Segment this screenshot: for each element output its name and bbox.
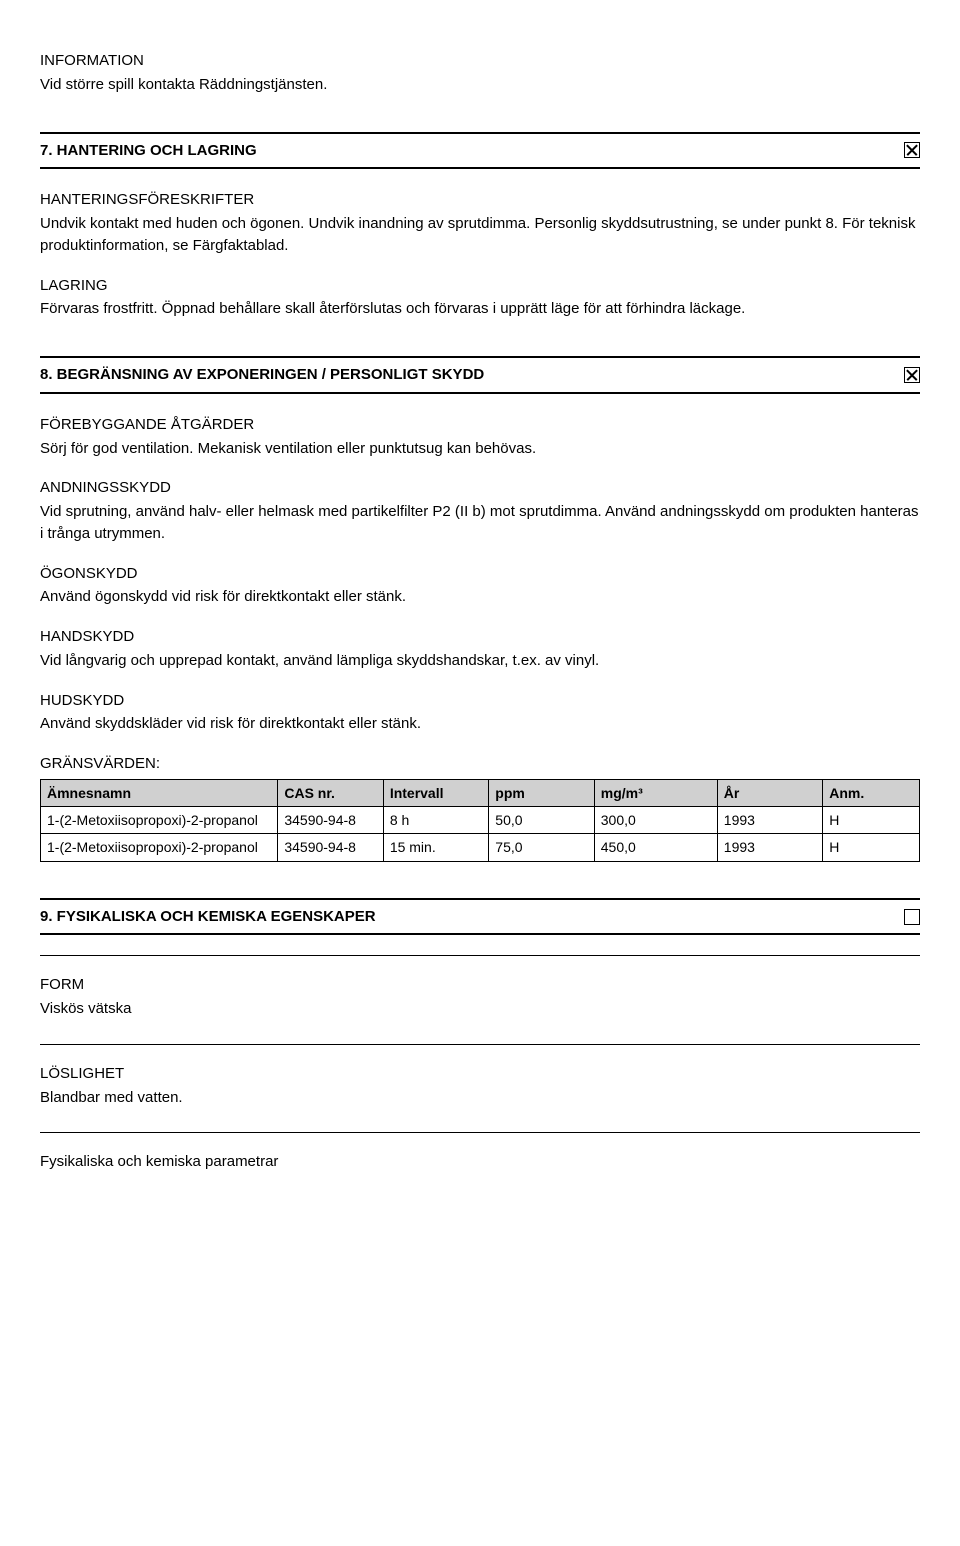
ogon-label: ÖGONSKYDD <box>40 563 920 585</box>
cell-cas: 34590-94-8 <box>278 807 383 834</box>
cell-mg: 450,0 <box>594 834 717 861</box>
cell-cas: 34590-94-8 <box>278 834 383 861</box>
cell-ar: 1993 <box>717 834 822 861</box>
section-8-heading-row: 8. BEGRÄNSNING AV EXPONERINGEN / PERSONL… <box>40 356 920 394</box>
th-amnesnamn: Ämnesnamn <box>41 779 278 806</box>
info-text: Vid större spill kontakta Räddningstjäns… <box>40 74 920 96</box>
section-8-checkbox-icon <box>904 367 920 383</box>
info-label: INFORMATION <box>40 50 920 72</box>
cell-anm: H <box>823 807 920 834</box>
form-text: Viskös vätska <box>40 998 920 1020</box>
hud-text: Använd skyddskläder vid risk för direktk… <box>40 713 920 735</box>
section-7-heading: 7. HANTERING OCH LAGRING <box>40 140 257 162</box>
loslighet-label: LÖSLIGHET <box>40 1063 920 1085</box>
section-7-checkbox-icon <box>904 142 920 158</box>
divider <box>40 955 920 956</box>
cell-int: 8 h <box>383 807 488 834</box>
gransvarden-label: GRÄNSVÄRDEN: <box>40 753 920 775</box>
fysparam-label: Fysikaliska och kemiska parametrar <box>40 1151 920 1173</box>
table-row: 1-(2-Metoxiisopropoxi)-2-propanol 34590-… <box>41 807 920 834</box>
cell-ppm: 50,0 <box>489 807 594 834</box>
th-ar: År <box>717 779 822 806</box>
section-9-heading-row: 9. FYSIKALISKA OCH KEMISKA EGENSKAPER <box>40 898 920 936</box>
table-row: 1-(2-Metoxiisopropoxi)-2-propanol 34590-… <box>41 834 920 861</box>
hud-label: HUDSKYDD <box>40 690 920 712</box>
ogon-text: Använd ögonskydd vid risk för direktkont… <box>40 586 920 608</box>
section-7-heading-row: 7. HANTERING OCH LAGRING <box>40 132 920 170</box>
forebygg-label: FÖREBYGGANDE ÅTGÄRDER <box>40 414 920 436</box>
hantering-label: HANTERINGSFÖRESKRIFTER <box>40 189 920 211</box>
cell-ar: 1993 <box>717 807 822 834</box>
forebygg-text: Sörj för god ventilation. Mekanisk venti… <box>40 438 920 460</box>
divider <box>40 1044 920 1045</box>
andning-label: ANDNINGSSKYDD <box>40 477 920 499</box>
cell-int: 15 min. <box>383 834 488 861</box>
lagring-label: LAGRING <box>40 275 920 297</box>
section-8-heading: 8. BEGRÄNSNING AV EXPONERINGEN / PERSONL… <box>40 364 484 386</box>
th-cas: CAS nr. <box>278 779 383 806</box>
andning-text: Vid sprutning, använd halv- eller helmas… <box>40 501 920 545</box>
lagring-text: Förvaras frostfritt. Öppnad behållare sk… <box>40 298 920 320</box>
cell-ppm: 75,0 <box>489 834 594 861</box>
divider <box>40 1132 920 1133</box>
loslighet-text: Blandbar med vatten. <box>40 1087 920 1109</box>
form-label: FORM <box>40 974 920 996</box>
cell-amne: 1-(2-Metoxiisopropoxi)-2-propanol <box>41 834 278 861</box>
th-intervall: Intervall <box>383 779 488 806</box>
cell-mg: 300,0 <box>594 807 717 834</box>
table-header-row: Ämnesnamn CAS nr. Intervall ppm mg/m³ År… <box>41 779 920 806</box>
section-9-heading: 9. FYSIKALISKA OCH KEMISKA EGENSKAPER <box>40 906 376 928</box>
section-9-checkbox-icon <box>904 909 920 925</box>
hand-label: HANDSKYDD <box>40 626 920 648</box>
cell-amne: 1-(2-Metoxiisopropoxi)-2-propanol <box>41 807 278 834</box>
th-anm: Anm. <box>823 779 920 806</box>
th-ppm: ppm <box>489 779 594 806</box>
hantering-text: Undvik kontakt med huden och ögonen. Und… <box>40 213 920 257</box>
hand-text: Vid långvarig och upprepad kontakt, anvä… <box>40 650 920 672</box>
th-mg: mg/m³ <box>594 779 717 806</box>
limits-table: Ämnesnamn CAS nr. Intervall ppm mg/m³ År… <box>40 779 920 862</box>
cell-anm: H <box>823 834 920 861</box>
